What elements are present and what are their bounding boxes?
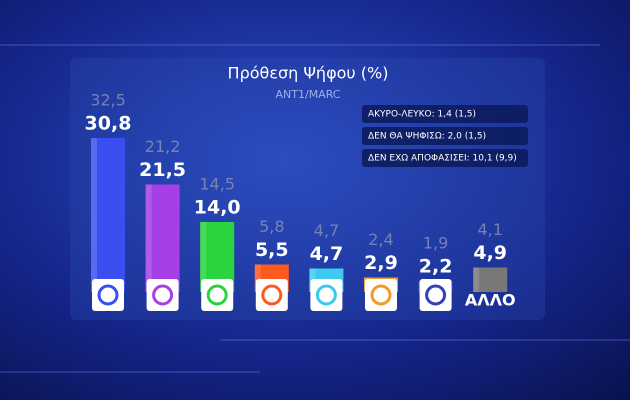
party-logo-mark xyxy=(261,284,283,306)
value-label: 4,7 xyxy=(310,243,344,265)
party-logo-mark xyxy=(425,284,447,306)
party-logo xyxy=(146,279,179,311)
chart-title: Πρόθεση Ψήφου (%) xyxy=(228,64,389,83)
previous-value-label: 4,1 xyxy=(477,220,502,239)
value-label: 30,8 xyxy=(85,113,132,135)
value-label: 14,0 xyxy=(194,197,241,219)
value-label: 2,9 xyxy=(364,252,398,274)
note-text: ΔΕΝ ΘΑ ΨΗΦΙΣΩ: 2,0 (1,5) xyxy=(368,132,486,142)
previous-value-label: 32,5 xyxy=(90,91,126,110)
party-logo xyxy=(92,279,124,311)
x-tick-label: ΑΛΛΟ xyxy=(465,291,516,310)
party-logo-mark xyxy=(97,284,119,306)
bar-shine xyxy=(254,264,261,292)
bar-shine xyxy=(91,138,97,292)
bar-shine xyxy=(200,222,207,292)
value-label: 4,9 xyxy=(473,242,507,264)
party-logo xyxy=(365,279,397,311)
bar-shine xyxy=(473,267,480,292)
previous-value-label: 1,9 xyxy=(423,234,448,253)
party-logo-mark xyxy=(206,284,228,306)
chart-subtitle: ANT1/MARC xyxy=(276,88,341,101)
note-text: ΑΚΥΡΟ-ΛΕΥΚΟ: 1,4 (1,5) xyxy=(368,110,476,120)
previous-value-label: 21,2 xyxy=(145,137,181,156)
bar-shine xyxy=(145,184,152,292)
party-logo xyxy=(255,279,288,311)
previous-value-label: 5,8 xyxy=(259,217,284,236)
note-text: ΔΕΝ ΕΧΩ ΑΠΟΦΑΣΙΣΕΙ: 10,1 (9,9) xyxy=(368,154,517,164)
previous-value-label: 14,5 xyxy=(199,175,235,194)
bar xyxy=(473,267,508,292)
party-logo xyxy=(310,279,343,311)
party-logo xyxy=(419,279,452,311)
note-box xyxy=(362,127,528,145)
note-box xyxy=(362,105,528,123)
bar xyxy=(91,138,125,292)
party-logo xyxy=(201,279,234,311)
previous-value-label: 2,4 xyxy=(368,230,393,249)
value-label: 5,5 xyxy=(255,239,289,261)
value-label: 21,5 xyxy=(139,159,186,181)
party-logo-mark xyxy=(315,284,337,306)
panel xyxy=(70,58,545,320)
previous-value-label: 4,7 xyxy=(314,221,339,240)
note-box xyxy=(362,149,528,167)
value-label: 2,2 xyxy=(419,256,453,278)
bar xyxy=(145,184,180,292)
party-logo-mark xyxy=(152,284,174,306)
party-logo-mark xyxy=(370,284,392,306)
